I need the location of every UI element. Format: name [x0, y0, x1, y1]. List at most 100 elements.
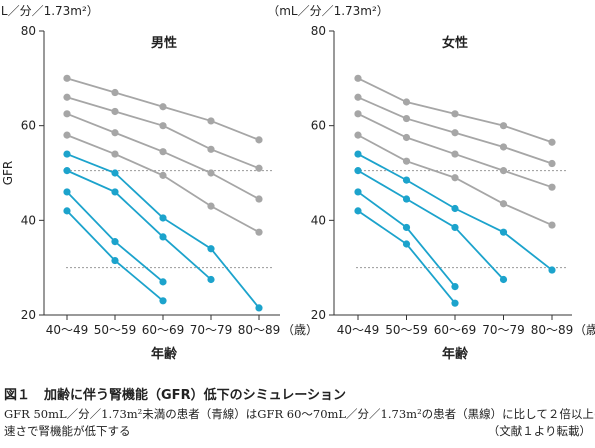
- data-point-blue: [111, 169, 119, 177]
- y-tick-label: 20: [21, 308, 36, 322]
- series-line-blue: [357, 169, 505, 281]
- data-point-blue: [63, 188, 71, 196]
- panel-title: 女性: [442, 35, 468, 51]
- data-point-gray: [354, 131, 362, 139]
- data-point-blue: [111, 256, 119, 265]
- data-point-blue: [354, 150, 362, 158]
- data-point-blue: [159, 278, 167, 286]
- data-point-gray: [451, 150, 459, 158]
- data-point-gray: [159, 122, 167, 130]
- caption-body: GFR 50mL／分／1.73m²未満の患者（青線）はGFR 60〜70mL／分…: [4, 406, 595, 440]
- data-point-gray: [255, 164, 263, 172]
- data-point-gray: [207, 202, 215, 210]
- data-point-gray: [402, 114, 411, 123]
- data-point-gray: [354, 74, 362, 82]
- data-point-blue: [63, 207, 71, 215]
- data-point-gray: [402, 157, 411, 165]
- data-point-gray: [63, 131, 71, 139]
- x-unit-label: （歳）: [574, 323, 595, 337]
- caption-title-row: 図１ 加齢に伴う腎機能（GFR）低下のシミュレーション: [4, 384, 591, 403]
- data-point-blue: [111, 188, 119, 196]
- data-point-gray: [63, 93, 71, 101]
- data-point-gray: [402, 98, 411, 106]
- data-point-gray: [159, 103, 167, 111]
- unit-label: （mL／分／1.73m²）: [267, 4, 389, 18]
- data-point-blue: [354, 167, 362, 175]
- data-point-blue: [402, 195, 411, 203]
- data-point-blue: [354, 188, 362, 196]
- y-tick-label: 40: [311, 213, 326, 227]
- data-point-gray: [159, 171, 167, 179]
- gfr-line-charts: （mL／分／1.73m²） 男性 20 40 60 80 40〜49 50〜59 60〜69 70…: [0, 4, 595, 362]
- data-point-gray: [207, 145, 215, 153]
- data-point-gray: [111, 150, 119, 158]
- x-tick-label: 70〜79: [482, 323, 525, 337]
- y-tick-label: 80: [21, 24, 36, 38]
- data-point-gray: [255, 136, 263, 144]
- data-point-blue: [451, 223, 459, 232]
- x-tick-label: 40〜49: [46, 323, 89, 337]
- figure-number: 図１: [4, 388, 31, 403]
- y-tick-label: 60: [21, 119, 36, 133]
- caption-line-1: GFR 50mL／分／1.73m²未満の患者（青線）はGFR 60〜70mL／分…: [4, 407, 595, 421]
- data-point-blue: [402, 176, 411, 184]
- data-point-gray: [402, 133, 411, 142]
- data-point-blue: [451, 299, 459, 307]
- data-point-gray: [207, 117, 215, 125]
- data-point-gray: [111, 88, 119, 97]
- data-point-blue: [159, 233, 167, 241]
- data-point-gray: [255, 228, 263, 236]
- series-line-blue: [357, 191, 456, 288]
- figure-caption: 図１ 加齢に伴う腎機能（GFR）低下のシミュレーション GFR 50mL／分／1.…: [4, 384, 595, 440]
- data-point-gray: [354, 110, 362, 118]
- data-point-gray: [207, 169, 215, 177]
- data-point-blue: [499, 228, 508, 236]
- data-point-gray: [548, 183, 556, 191]
- y-tick-label: 40: [21, 213, 36, 227]
- panel-title: 男性: [151, 35, 177, 51]
- data-point-gray: [499, 167, 508, 175]
- caption-line-2: 速さで腎機能が低下する: [4, 424, 131, 438]
- data-point-blue: [111, 238, 119, 246]
- data-point-gray: [354, 93, 362, 101]
- data-point-blue: [255, 304, 263, 312]
- data-point-gray: [451, 110, 459, 118]
- data-point-blue: [499, 275, 508, 284]
- caption-line-2-row: 速さで腎機能が低下する （文献１より転載）: [4, 423, 591, 440]
- x-tick-label: 40〜49: [337, 323, 380, 337]
- y-tick-label: 60: [311, 119, 326, 133]
- data-point-gray: [63, 110, 71, 118]
- data-point-gray: [159, 148, 167, 156]
- y-tick-label: 80: [311, 24, 326, 38]
- caption-source: （文献１より転載）: [487, 424, 591, 438]
- x-tick-label: 80〜89: [531, 323, 574, 337]
- data-point-blue: [207, 275, 215, 284]
- data-point-blue: [159, 297, 167, 305]
- data-point-blue: [207, 245, 215, 253]
- data-point-gray: [63, 74, 71, 82]
- caption-title: 加齢に伴う腎機能（GFR）低下のシミュレーション: [44, 388, 347, 403]
- x-tick-label: 50〜59: [385, 323, 428, 337]
- data-point-blue: [159, 214, 167, 222]
- x-tick-label: 60〜69: [434, 323, 477, 337]
- y-axis-label: GFR: [1, 161, 15, 186]
- data-point-blue: [354, 207, 362, 215]
- x-tick-label: 60〜69: [142, 323, 185, 337]
- data-point-blue: [451, 283, 459, 291]
- x-tick-label: 80〜89: [238, 323, 281, 337]
- x-tick-label: 70〜79: [190, 323, 233, 337]
- data-point-gray: [499, 122, 508, 130]
- data-point-blue: [63, 150, 71, 158]
- data-point-blue: [402, 223, 411, 232]
- data-point-gray: [499, 143, 508, 151]
- data-point-gray: [548, 138, 556, 146]
- unit-label: （mL／分／1.73m²）: [0, 4, 99, 18]
- data-point-blue: [63, 167, 71, 175]
- data-point-gray: [255, 195, 263, 203]
- data-point-gray: [548, 221, 556, 229]
- data-point-gray: [451, 174, 459, 182]
- series-line-blue: [66, 169, 212, 281]
- x-axis-label: 年齢: [442, 346, 469, 362]
- data-point-blue: [548, 266, 556, 274]
